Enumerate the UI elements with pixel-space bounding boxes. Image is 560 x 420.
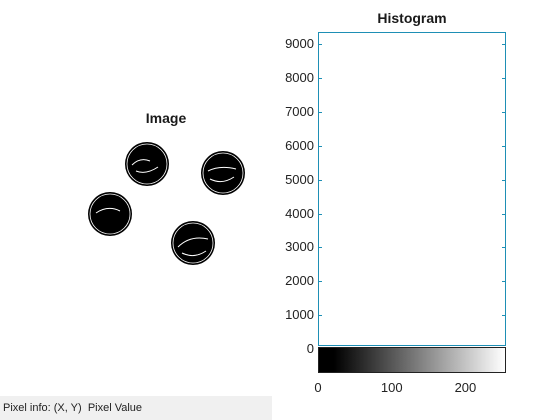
y-tick-mark xyxy=(502,281,506,283)
binary-image xyxy=(88,142,245,265)
image-title: Image xyxy=(145,110,187,126)
pixel-info-value: Pixel Value xyxy=(87,402,143,414)
x-tick-label: 200 xyxy=(454,380,477,395)
y-tick-label: 2000 xyxy=(285,273,314,289)
pixel-info-bar: Pixel info: (X, Y) Pixel Value xyxy=(0,396,272,420)
image-display[interactable] xyxy=(80,135,255,275)
y-tick-label: 4000 xyxy=(285,205,314,221)
coin-blob xyxy=(171,221,215,265)
y-tick-mark xyxy=(318,247,322,249)
y-tick-mark xyxy=(318,145,322,147)
y-tick-mark xyxy=(502,247,506,249)
y-tick-mark xyxy=(318,213,322,215)
y-tick-mark xyxy=(318,315,322,317)
y-tick-mark xyxy=(502,145,506,147)
x-tick-label: 100 xyxy=(380,380,403,395)
intensity-colorbar xyxy=(318,347,506,373)
y-tick-mark xyxy=(502,44,506,45)
y-tick-label: 0 xyxy=(306,341,314,357)
y-tick-mark xyxy=(318,44,322,45)
pixel-info-label: Pixel info: xyxy=(3,402,51,414)
y-tick-mark xyxy=(502,213,506,215)
y-tick-label: 5000 xyxy=(285,171,314,187)
y-tick-mark xyxy=(502,179,506,181)
y-tick-label: 7000 xyxy=(285,103,314,119)
histogram-title: Histogram xyxy=(377,10,447,26)
y-tick-label: 9000 xyxy=(285,36,314,51)
x-tick-label: 0 xyxy=(314,380,322,395)
y-tick-mark xyxy=(318,281,322,283)
y-tick-mark xyxy=(502,315,506,317)
y-tick-mark xyxy=(318,179,322,181)
coin-blob xyxy=(88,192,132,236)
y-tick-mark xyxy=(318,111,322,113)
y-tick-label: 8000 xyxy=(285,69,314,85)
coin-blob xyxy=(125,142,169,186)
y-tick-mark xyxy=(502,77,506,79)
coin-blob xyxy=(201,151,245,195)
y-tick-label: 1000 xyxy=(285,307,314,323)
y-tick-label: 3000 xyxy=(285,239,314,255)
y-tick-label: 6000 xyxy=(285,137,314,153)
pixel-info-coords: (X, Y) xyxy=(53,402,82,414)
histogram-axes[interactable] xyxy=(318,32,506,346)
y-tick-mark xyxy=(502,111,506,113)
y-tick-mark xyxy=(318,77,322,79)
